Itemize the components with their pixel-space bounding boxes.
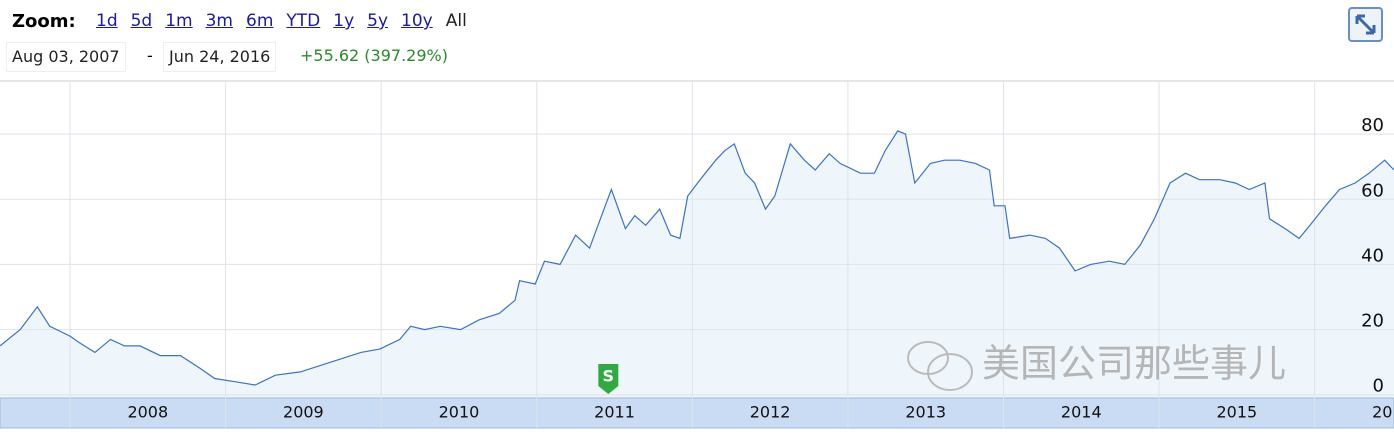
toolbar: Zoom: 1d 5d 1m 3m 6m YTD 1y 5y 10y All Aug 03, 20… xyxy=(0,0,1394,81)
watermark: 美国公司那些事儿 xyxy=(982,342,1286,386)
zoom-option: All xyxy=(445,11,467,31)
zoom-option[interactable]: 5d xyxy=(130,11,153,31)
zoom-option[interactable]: 1m xyxy=(165,11,193,31)
zoom-option[interactable]: 6m xyxy=(246,11,274,31)
change: +55.62 (397.29%) xyxy=(300,46,448,65)
y-tick-label: 0 xyxy=(1373,376,1384,397)
x-tick-label: 2014 xyxy=(1061,403,1102,422)
y-tick-label: 60 xyxy=(1361,180,1384,201)
plot-background xyxy=(0,82,1394,398)
zoom-option[interactable]: 1y xyxy=(333,11,355,31)
x-tick-label: 2015 xyxy=(1217,403,1258,422)
zoom-option[interactable]: 3m xyxy=(205,11,233,31)
zoom-label: Zoom: xyxy=(12,11,76,32)
annotation-flag xyxy=(598,364,619,394)
x-tick-label: 2011 xyxy=(594,403,635,422)
line xyxy=(0,130,1394,386)
start-date[interactable]: Aug 03, 2007 xyxy=(6,42,126,72)
x-tick-label: 2010 xyxy=(439,403,480,422)
expand-button[interactable] xyxy=(1348,7,1384,43)
zoom-option[interactable]: 5y xyxy=(367,11,389,31)
zoom-option[interactable]: 1d xyxy=(96,11,118,31)
x-tick-label: 2008 xyxy=(127,403,168,422)
x-tick-label: 2013 xyxy=(905,403,946,422)
x-axis-band xyxy=(0,397,1394,429)
end-date[interactable]: Jun 24, 2016 xyxy=(163,42,277,72)
x-tick-label: 2016 xyxy=(1372,403,1394,422)
x-tick-label: 2009 xyxy=(283,403,324,422)
watermark-icon xyxy=(907,341,973,391)
y-tick-label: 20 xyxy=(1361,311,1384,332)
area xyxy=(0,130,1394,398)
zoom-option[interactable]: 10y xyxy=(401,11,433,31)
y-tick-label: 40 xyxy=(1361,245,1384,266)
zoom-option[interactable]: YTD xyxy=(286,11,321,31)
y-tick-label: 80 xyxy=(1361,115,1384,136)
x-tick-label: 2012 xyxy=(750,403,791,422)
annotation-text: S xyxy=(603,367,615,386)
separator: - xyxy=(147,46,153,65)
